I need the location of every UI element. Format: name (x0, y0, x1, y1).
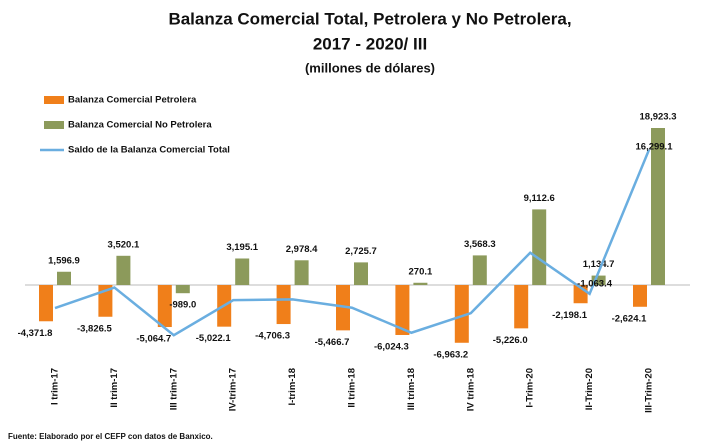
bar (454, 285, 469, 343)
data-label: 3,520.1 (108, 239, 140, 250)
bar (116, 255, 131, 285)
bar (395, 285, 410, 335)
x-tick-label: I-Trim-20 (525, 368, 536, 408)
data-label: -5,022.1 (196, 333, 232, 344)
bar (157, 285, 172, 328)
x-tick-label: III-Trim-20 (644, 368, 655, 413)
bar (633, 285, 647, 307)
x-tick-label: III trim-18 (406, 368, 417, 410)
bar (354, 262, 368, 285)
x-tick-label: II-Trim-20 (584, 368, 595, 410)
data-label: 270.1 (409, 266, 433, 277)
data-label: 3,568.3 (464, 239, 496, 250)
data-label: 18,923.3 (640, 112, 677, 123)
legend-label: Balanza Comercial No Petrolera (68, 120, 212, 131)
legend-swatch (44, 121, 64, 129)
source: Fuente: Elaborado por el CEFP con datos … (8, 432, 213, 441)
data-label: 1,134.7 (583, 259, 615, 270)
data-label: -4,371.8 (18, 328, 53, 339)
bar (413, 282, 428, 285)
data-label: -5,466.7 (315, 337, 350, 348)
data-label: -2,198.1 (552, 310, 588, 321)
data-label: -4,706.3 (255, 331, 290, 342)
legend-label: Balanza Comercial Petrolera (68, 95, 197, 106)
bar (651, 128, 665, 285)
data-label: -6,963.2 (433, 349, 468, 360)
x-tick-label: II trim-18 (347, 368, 358, 408)
data-label: -2,624.1 (612, 313, 648, 324)
data-label: -6,024.3 (374, 341, 409, 352)
data-label: -5,226.0 (493, 335, 528, 346)
data-label: 3,195.1 (226, 242, 258, 253)
bar (514, 285, 529, 329)
x-tick-label: IV-trim-17 (228, 368, 239, 411)
bar (532, 209, 547, 285)
x-tick-label: II trim-17 (109, 368, 120, 408)
chart-subtitle: 2017 - 2020/ III (313, 34, 427, 53)
bar (57, 271, 71, 285)
data-label: 1,596.9 (48, 255, 80, 266)
x-tick-label: I trim-17 (50, 368, 61, 405)
data-label: 9,112.6 (524, 193, 555, 204)
chart-title: Balanza Comercial Total, Petrolera y No … (168, 9, 571, 28)
line (54, 149, 651, 337)
data-label: -989.0 (169, 300, 196, 311)
data-label: 16,299.1 (636, 141, 674, 152)
data-label: 2,725.7 (345, 246, 377, 257)
data-label: -3,826.5 (77, 323, 113, 334)
bar (235, 258, 250, 285)
legend-label: Saldo de la Balanza Comercial Total (68, 145, 230, 156)
bar (276, 285, 291, 325)
data-label: -5,064.7 (136, 334, 171, 345)
bar (591, 275, 606, 285)
x-tick-label: IV trim-18 (465, 368, 476, 411)
chart-units: (millones de dólares) (305, 60, 435, 75)
x-tick-label: I-trim-18 (287, 368, 298, 405)
data-label: 2,978.4 (286, 244, 318, 255)
bar (472, 255, 487, 285)
data-label: -1,063.4 (577, 278, 613, 289)
legend-swatch (44, 96, 64, 104)
bar (294, 260, 309, 285)
bar (175, 285, 190, 294)
x-tick-label: III trim-17 (168, 368, 179, 410)
bar (39, 285, 53, 322)
